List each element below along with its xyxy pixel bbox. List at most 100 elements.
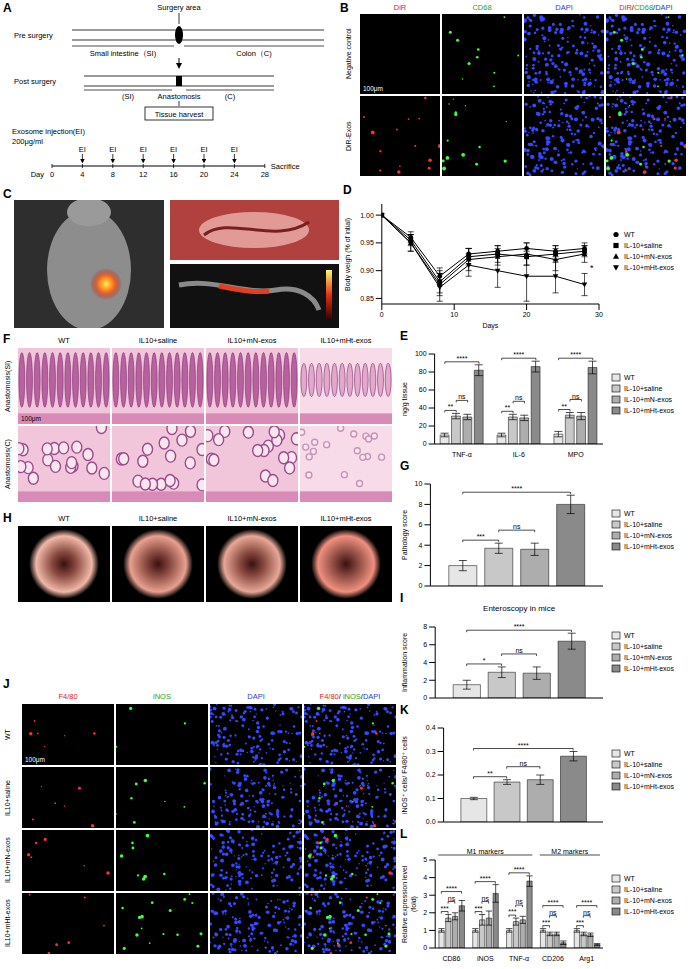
svg-text:20: 20: [419, 422, 427, 429]
svg-text:EI: EI: [231, 145, 238, 154]
svg-text:0: 0: [423, 944, 427, 951]
svg-text:TNF-α: TNF-α: [452, 451, 472, 458]
svg-text:Surgery area: Surgery area: [157, 3, 201, 12]
svg-text:Colon（C): Colon（C): [236, 49, 272, 58]
svg-text:ns: ns: [515, 394, 523, 401]
svg-text:0: 0: [380, 311, 384, 318]
svg-text:0.3: 0.3: [426, 748, 436, 755]
svg-text:Day: Day: [31, 170, 45, 179]
svg-text:12: 12: [139, 170, 147, 179]
svg-text:(C): (C): [225, 92, 236, 101]
svg-text:EI: EI: [140, 145, 147, 154]
svg-text:ns: ns: [458, 393, 466, 400]
svg-text:****: ****: [480, 875, 491, 882]
svg-text:****: ****: [511, 485, 522, 492]
svg-text:4: 4: [423, 874, 427, 881]
svg-text:ns: ns: [572, 393, 580, 400]
svg-text:0: 0: [418, 582, 422, 589]
svg-text:0.1: 0.1: [426, 795, 436, 802]
svg-text:8: 8: [423, 623, 427, 630]
svg-text:***: ***: [542, 919, 550, 926]
svg-text:Sacrifice: Sacrifice: [271, 162, 300, 171]
svg-text:***: ***: [576, 919, 584, 926]
svg-text:TNF-α: TNF-α: [509, 955, 529, 962]
svg-text:100: 100: [415, 350, 427, 357]
svg-text:20: 20: [523, 311, 531, 318]
svg-text:40: 40: [419, 404, 427, 411]
svg-text:1.00: 1.00: [360, 212, 374, 219]
svg-text:Small intestine（SI): Small intestine（SI): [90, 49, 157, 58]
svg-text:1: 1: [423, 927, 427, 934]
svg-text:****: ****: [456, 355, 467, 362]
svg-text:M1 markers: M1 markers: [467, 848, 504, 855]
svg-text:16: 16: [169, 170, 177, 179]
svg-text:*: *: [483, 657, 486, 664]
svg-text:IL-6: IL-6: [513, 451, 525, 458]
svg-text:3: 3: [423, 892, 427, 899]
svg-text:0: 0: [423, 440, 427, 447]
svg-text:****: ****: [547, 899, 558, 906]
svg-text:28: 28: [261, 170, 269, 179]
svg-text:CD206: CD206: [542, 955, 564, 962]
svg-text:4: 4: [80, 170, 84, 179]
svg-text:Exosome injection(EI): Exosome injection(EI): [12, 127, 85, 136]
svg-text:Tissue harvest: Tissue harvest: [155, 110, 204, 119]
svg-text:****: ****: [570, 351, 581, 358]
svg-text:****: ****: [513, 351, 524, 358]
svg-text:10: 10: [450, 311, 458, 318]
svg-text:EI: EI: [200, 145, 207, 154]
svg-text:0.85: 0.85: [360, 295, 374, 302]
svg-text:Anastomosis: Anastomosis: [158, 92, 201, 101]
svg-text:8: 8: [418, 501, 422, 508]
svg-text:0.90: 0.90: [360, 267, 374, 274]
svg-text:30: 30: [595, 311, 603, 318]
svg-text:4: 4: [418, 542, 422, 549]
svg-text:ns: ns: [513, 523, 521, 530]
svg-text:**: **: [562, 403, 568, 410]
svg-text:20: 20: [200, 170, 208, 179]
svg-text:***: ***: [474, 905, 482, 912]
svg-text:80: 80: [419, 368, 427, 375]
svg-text:****: ****: [514, 623, 525, 630]
svg-text:ns: ns: [520, 760, 528, 767]
svg-text:EI: EI: [79, 145, 86, 154]
svg-text:Days: Days: [482, 322, 498, 330]
svg-text:****: ****: [446, 885, 457, 892]
svg-text:2: 2: [423, 909, 427, 916]
svg-text:60: 60: [419, 386, 427, 393]
svg-text:**: **: [505, 404, 511, 411]
svg-text:6: 6: [418, 521, 422, 528]
svg-text:*: *: [590, 263, 594, 273]
svg-text:200μg/ml: 200μg/ml: [12, 137, 43, 146]
svg-text:iNOS: iNOS: [477, 955, 494, 962]
svg-text:24: 24: [230, 170, 238, 179]
svg-text:0.95: 0.95: [360, 239, 374, 246]
svg-text:***: ***: [508, 908, 516, 915]
svg-text:CD86: CD86: [442, 955, 460, 962]
svg-text:***: ***: [441, 905, 449, 912]
svg-text:0.4: 0.4: [426, 724, 436, 731]
svg-text:4: 4: [423, 659, 427, 666]
svg-text:6: 6: [423, 641, 427, 648]
svg-text:ns: ns: [515, 898, 523, 905]
svg-text:****: ****: [514, 866, 525, 873]
svg-text:ns: ns: [482, 895, 490, 902]
svg-text:MPO: MPO: [568, 451, 585, 458]
svg-text:EI: EI: [109, 145, 116, 154]
svg-text:ns: ns: [549, 909, 557, 916]
svg-text:****: ****: [581, 899, 592, 906]
svg-text:**: **: [487, 770, 493, 777]
svg-text:****: ****: [518, 742, 529, 749]
svg-text:ns: ns: [515, 647, 523, 654]
svg-text:8: 8: [111, 170, 115, 179]
svg-text:***: ***: [477, 533, 485, 540]
svg-text:Post surgery: Post surgery: [14, 77, 56, 86]
svg-text:0: 0: [423, 694, 427, 701]
svg-text:ns: ns: [448, 895, 456, 902]
svg-text:(SI): (SI): [122, 92, 135, 101]
svg-text:5: 5: [423, 856, 427, 863]
svg-text:Pre surgery: Pre surgery: [14, 31, 53, 40]
svg-text:EI: EI: [170, 145, 177, 154]
svg-text:2: 2: [423, 677, 427, 684]
svg-text:0.2: 0.2: [426, 771, 436, 778]
